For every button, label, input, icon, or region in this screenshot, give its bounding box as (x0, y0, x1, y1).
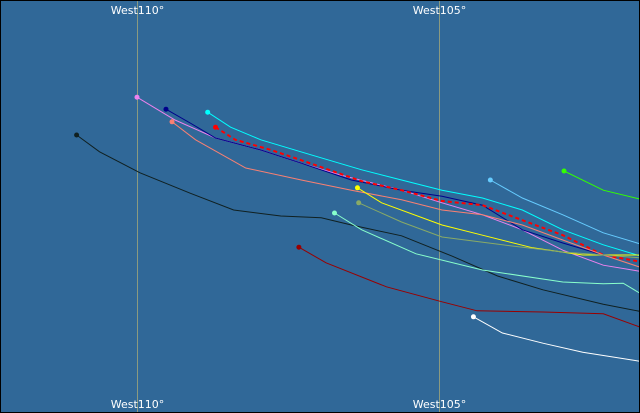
storm-start-marker (205, 109, 211, 115)
meridian-label-top-105: West105° (412, 4, 467, 17)
storm-track (298, 246, 639, 328)
storm-track (563, 170, 639, 200)
storm-track (165, 108, 639, 256)
storm-track (473, 316, 639, 362)
storm-start-marker (163, 106, 169, 112)
meridian-label-top-110: West110° (110, 4, 165, 17)
storm-start-marker (561, 168, 567, 174)
storm-track (357, 187, 639, 256)
storm-track (171, 121, 639, 268)
storm-start-marker (470, 314, 476, 320)
storm-track (136, 96, 639, 272)
storm-start-marker (213, 124, 219, 130)
storm-track (358, 202, 639, 259)
meridian-label-bottom-105: West105° (412, 398, 467, 411)
meridian-label-bottom-110: West110° (110, 398, 165, 411)
storm-track (490, 179, 639, 245)
storm-start-marker (134, 94, 140, 100)
storm-track (207, 111, 639, 257)
storm-track (76, 134, 639, 312)
storm-track (334, 212, 639, 294)
storm-start-marker (169, 119, 175, 125)
storm-start-marker (354, 185, 360, 191)
storm-start-marker (487, 177, 493, 183)
storm-start-marker (356, 200, 362, 206)
storm-start-marker (296, 244, 302, 250)
storm-start-marker (74, 132, 80, 138)
storm-start-marker (332, 210, 338, 216)
storm-track (214, 126, 639, 263)
